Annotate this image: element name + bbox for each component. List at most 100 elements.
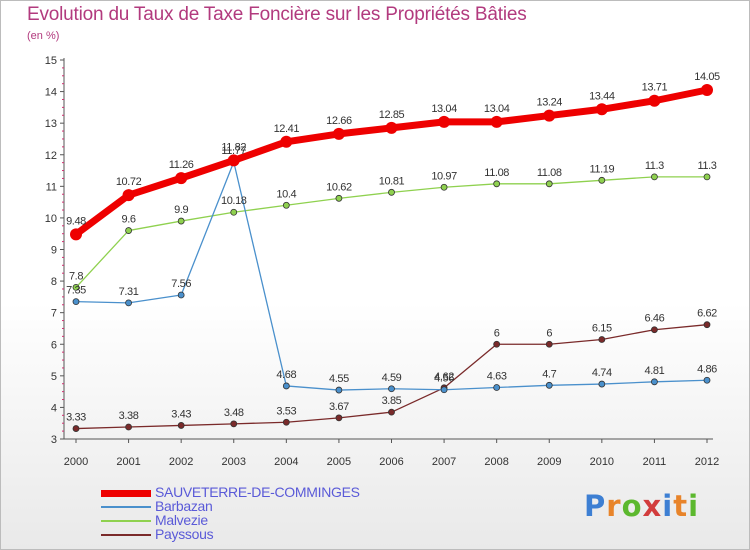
data-label: 11.08 (484, 167, 509, 179)
data-label: 4.62 (434, 371, 454, 383)
logo-letter: x (642, 489, 663, 523)
x-tick-label: 2005 (327, 456, 351, 468)
data-point (125, 227, 132, 234)
data-label: 3.67 (329, 401, 349, 413)
data-label: 14.05 (694, 71, 720, 83)
data-point (703, 321, 711, 329)
data-point (493, 384, 501, 391)
data-label: 4.59 (382, 372, 402, 384)
data-label: 3.43 (171, 408, 191, 420)
y-tick-label: 12 (45, 150, 57, 162)
y-tick-label: 6 (51, 339, 57, 351)
x-tick-label: 2001 (116, 456, 140, 468)
data-label: 7.31 (119, 286, 139, 298)
data-point (703, 376, 711, 384)
data-point (230, 208, 238, 216)
data-label: 3.85 (382, 395, 402, 407)
data-point (282, 418, 290, 426)
data-label: 6.62 (697, 308, 717, 320)
data-label: 6.46 (645, 313, 665, 325)
y-tick-label: 13 (45, 118, 57, 130)
series-line-1 (75, 161, 708, 391)
data-label: 9.6 (122, 214, 136, 226)
data-point (70, 228, 82, 241)
data-point (440, 183, 448, 191)
data-point (72, 283, 80, 291)
data-point (545, 340, 553, 348)
data-point (388, 408, 395, 416)
data-point (703, 173, 711, 181)
data-label: 6.15 (592, 323, 612, 335)
logo-letter: t (673, 489, 689, 523)
data-point (280, 135, 293, 148)
data-point (72, 425, 80, 432)
data-point (335, 386, 343, 394)
data-label: 10.62 (326, 181, 352, 193)
x-tick-label: 2000 (64, 456, 88, 468)
legend-label: Malvezie (155, 512, 208, 528)
x-tick-label: 2006 (379, 456, 403, 468)
data-point (227, 154, 240, 167)
data-point (335, 194, 343, 202)
data-label: 10.81 (379, 175, 405, 187)
data-label: 10.72 (116, 176, 142, 188)
logo-letter: i (688, 489, 700, 523)
data-point (177, 217, 185, 225)
legend-swatch (101, 490, 151, 497)
data-label: 3.48 (224, 407, 244, 419)
y-tick-label: 10 (45, 213, 57, 225)
logo-letter: i (662, 489, 674, 523)
data-label: 13.04 (484, 103, 510, 115)
x-tick-label: 2008 (484, 456, 508, 468)
data-point (545, 180, 553, 188)
y-tick-label: 3 (51, 434, 57, 446)
data-point (440, 386, 448, 394)
chart-title: Evolution du Taux de Taxe Foncière sur l… (27, 4, 527, 25)
x-tick-label: 2007 (432, 456, 456, 468)
y-axis-unit: (en %) (27, 30, 60, 42)
x-tick-label: 2004 (274, 456, 298, 468)
data-point (388, 188, 395, 196)
logo-letter: P (584, 489, 607, 523)
x-tick-label: 2012 (695, 456, 719, 468)
data-label: 4.86 (697, 363, 717, 375)
data-label: 11.3 (698, 160, 717, 172)
data-point (332, 127, 345, 140)
y-tick-label: 7 (51, 308, 57, 320)
data-point (177, 291, 185, 299)
data-point (122, 189, 135, 202)
data-point (72, 298, 80, 306)
data-label: 10.97 (431, 170, 457, 182)
data-point (598, 176, 606, 184)
data-point (598, 380, 606, 388)
data-point (175, 172, 188, 185)
y-tick-label: 5 (51, 371, 57, 383)
x-tick-label: 2009 (537, 456, 561, 468)
data-point (282, 201, 290, 209)
data-label: 11.19 (589, 163, 614, 175)
data-label: 4.81 (645, 365, 665, 377)
data-label: 6 (546, 327, 552, 339)
data-point (595, 103, 608, 116)
data-point (490, 115, 503, 128)
x-tick-label: 2010 (590, 456, 614, 468)
data-label: 10.18 (221, 195, 247, 207)
proxiti-logo: Proxiti (584, 489, 699, 523)
legend-swatch (101, 506, 151, 508)
data-point (493, 180, 501, 188)
data-label: 11.26 (169, 159, 194, 171)
legend-swatch (101, 520, 151, 522)
legend-label: Barbazan (155, 498, 213, 514)
data-point (177, 422, 185, 429)
data-label: 13.24 (536, 97, 562, 109)
data-label: 4.68 (276, 369, 296, 381)
data-label: 6 (494, 327, 500, 339)
y-tick-label: 11 (46, 181, 57, 193)
data-point (493, 340, 501, 348)
data-point (438, 115, 451, 128)
data-label: 12.41 (274, 123, 300, 135)
y-tick-label: 15 (45, 55, 57, 67)
logo-letter: r (606, 489, 622, 523)
data-label: 3.53 (276, 405, 296, 417)
